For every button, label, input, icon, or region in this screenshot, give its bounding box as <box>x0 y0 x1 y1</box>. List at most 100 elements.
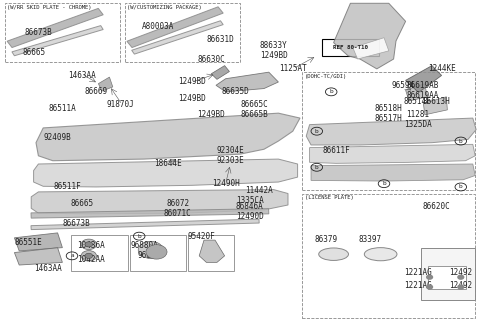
Text: 1249BD: 1249BD <box>260 51 288 60</box>
Polygon shape <box>306 118 476 145</box>
Circle shape <box>138 241 163 258</box>
Text: 86619AA: 86619AA <box>406 91 439 100</box>
Text: 86620C: 86620C <box>423 202 451 211</box>
Text: 18644E: 18644E <box>154 159 182 169</box>
Polygon shape <box>310 144 475 163</box>
Polygon shape <box>199 240 225 262</box>
Bar <box>130 235 186 271</box>
Bar <box>71 235 128 271</box>
Bar <box>188 235 234 271</box>
Text: 12492: 12492 <box>449 281 472 290</box>
Text: 96890: 96890 <box>137 251 160 260</box>
Polygon shape <box>31 219 259 230</box>
Bar <box>302 72 475 190</box>
Text: 86630C: 86630C <box>197 54 225 64</box>
Text: 86665C: 86665C <box>240 100 268 110</box>
Text: 86635D: 86635D <box>221 87 249 96</box>
Text: 86673B: 86673B <box>63 218 91 228</box>
Text: a: a <box>70 253 74 258</box>
Text: 91870J: 91870J <box>106 100 134 110</box>
Text: 83397: 83397 <box>358 235 381 244</box>
Text: (DOHC-TC/GDI): (DOHC-TC/GDI) <box>305 74 347 79</box>
Polygon shape <box>132 21 223 54</box>
Text: 86518H: 86518H <box>375 104 403 113</box>
Text: b: b <box>137 234 141 239</box>
Text: 12492: 12492 <box>449 268 472 277</box>
Text: 11281: 11281 <box>406 110 429 119</box>
Text: 86665: 86665 <box>22 48 45 57</box>
Circle shape <box>85 242 93 247</box>
Text: 1125AT: 1125AT <box>279 64 307 73</box>
Text: 1463AA: 1463AA <box>34 264 62 274</box>
Ellipse shape <box>319 248 348 260</box>
Polygon shape <box>423 97 447 115</box>
Text: 86669: 86669 <box>84 87 108 96</box>
Circle shape <box>458 275 464 279</box>
Polygon shape <box>12 26 103 56</box>
Text: 1042AA: 1042AA <box>77 255 105 264</box>
Text: 86665B: 86665B <box>240 110 268 119</box>
Polygon shape <box>14 248 62 265</box>
Polygon shape <box>7 9 103 48</box>
Text: 96594: 96594 <box>392 81 415 90</box>
Text: 12490D: 12490D <box>236 212 264 221</box>
Text: 1463AA: 1463AA <box>68 71 96 80</box>
Circle shape <box>85 253 93 258</box>
Ellipse shape <box>364 248 397 261</box>
Polygon shape <box>31 190 288 214</box>
Text: 11442A: 11442A <box>245 186 273 195</box>
Text: 1325DA: 1325DA <box>404 120 432 129</box>
Text: 86511F: 86511F <box>53 182 81 192</box>
Text: 88633Y: 88633Y <box>260 41 288 51</box>
Bar <box>421 248 475 300</box>
Polygon shape <box>34 159 298 187</box>
Text: 86665: 86665 <box>70 199 93 208</box>
Text: 86613H: 86613H <box>423 97 451 106</box>
Polygon shape <box>98 77 113 91</box>
Circle shape <box>427 285 432 289</box>
Text: 1249BD: 1249BD <box>197 110 225 119</box>
Polygon shape <box>406 66 442 92</box>
Text: 10436A: 10436A <box>77 241 105 251</box>
Text: (LICENSE PLATE): (LICENSE PLATE) <box>305 195 354 200</box>
Text: b: b <box>382 181 386 186</box>
Text: 92303E: 92303E <box>216 156 244 165</box>
Text: 1221AG: 1221AG <box>404 281 432 290</box>
Text: 1249BD: 1249BD <box>178 77 206 87</box>
Text: 12490H: 12490H <box>212 179 240 188</box>
Text: b: b <box>459 184 463 190</box>
Text: 86631D: 86631D <box>207 35 235 44</box>
Text: 96880A: 96880A <box>130 241 158 251</box>
Text: 86551E: 86551E <box>15 238 43 247</box>
Text: b: b <box>315 165 319 170</box>
Text: 86673B: 86673B <box>24 28 52 37</box>
Text: (W/RR SKID PLATE - CHROME): (W/RR SKID PLATE - CHROME) <box>7 5 92 10</box>
Text: 1221AG: 1221AG <box>404 268 432 277</box>
Text: (W/CUSTOMIZING PACKAGE): (W/CUSTOMIZING PACKAGE) <box>127 5 202 10</box>
Circle shape <box>81 239 96 250</box>
Polygon shape <box>334 3 406 69</box>
Text: b: b <box>315 129 319 134</box>
Polygon shape <box>406 84 427 101</box>
Text: 86379: 86379 <box>315 235 338 244</box>
Polygon shape <box>31 209 269 218</box>
Polygon shape <box>36 113 300 161</box>
Circle shape <box>458 285 464 289</box>
Text: 86611F: 86611F <box>322 146 350 155</box>
Polygon shape <box>127 7 223 48</box>
Text: 1244KE: 1244KE <box>428 64 456 73</box>
Circle shape <box>427 275 432 279</box>
Bar <box>125 3 240 62</box>
Circle shape <box>146 245 167 259</box>
Polygon shape <box>211 66 229 79</box>
Text: 86517H: 86517H <box>375 113 403 123</box>
Text: 1249BD: 1249BD <box>178 94 206 103</box>
Text: 86072: 86072 <box>166 199 189 208</box>
Polygon shape <box>353 38 389 59</box>
Bar <box>302 194 475 318</box>
Polygon shape <box>14 233 62 251</box>
Text: A80003A: A80003A <box>142 22 175 31</box>
Text: 86619AB: 86619AB <box>406 81 439 90</box>
Bar <box>322 39 379 56</box>
Circle shape <box>81 251 96 261</box>
